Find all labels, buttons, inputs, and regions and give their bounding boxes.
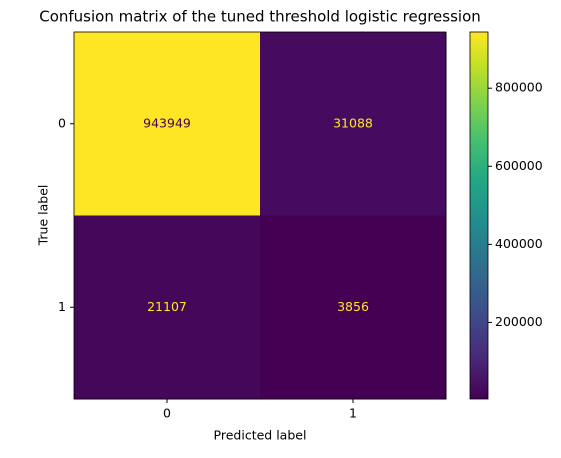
heatmap-cell bbox=[74, 32, 261, 216]
x-tick-label: 0 bbox=[163, 406, 171, 421]
cell-value-label: 21107 bbox=[147, 299, 187, 314]
colorbar-tick-label: 400000 bbox=[495, 236, 543, 251]
y-axis-label: True label bbox=[36, 185, 51, 247]
x-axis-label: Predicted label bbox=[214, 428, 307, 443]
heatmap-cell bbox=[260, 32, 447, 216]
colorbar-tick-label: 200000 bbox=[495, 314, 543, 329]
y-tick-label: 0 bbox=[58, 115, 66, 130]
heatmap-cell bbox=[260, 215, 447, 400]
colorbar-tick-label: 800000 bbox=[495, 80, 543, 95]
colorbar bbox=[469, 31, 489, 400]
y-tick-label: 1 bbox=[58, 299, 66, 314]
cell-value-label: 943949 bbox=[143, 115, 191, 130]
cell-value-label: 31088 bbox=[333, 115, 373, 130]
colorbar-tick-label: 600000 bbox=[495, 158, 543, 173]
chart-title: Confusion matrix of the tuned threshold … bbox=[39, 8, 481, 26]
x-tick-label: 1 bbox=[349, 406, 357, 421]
plot-frame bbox=[73, 31, 447, 400]
heatmap-cell bbox=[74, 215, 261, 400]
cell-value-label: 3856 bbox=[337, 299, 369, 314]
